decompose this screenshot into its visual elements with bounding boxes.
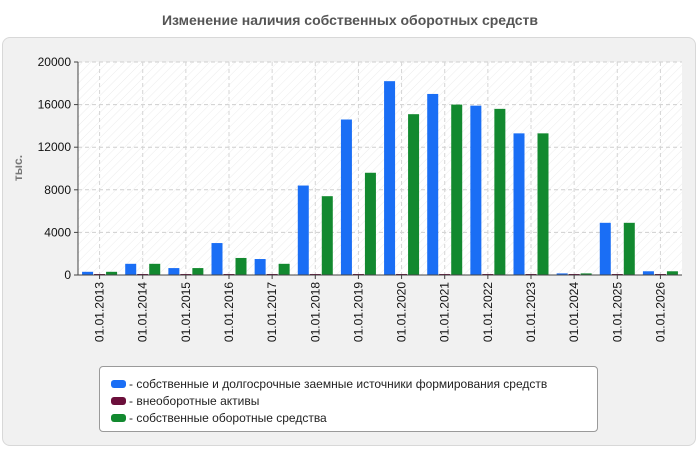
- bar-sources: [168, 268, 180, 275]
- axes: [74, 61, 682, 279]
- x-tick-label: 01.01.2024: [567, 282, 581, 342]
- bar-working-capital: [408, 114, 420, 275]
- bar-sources: [384, 81, 396, 275]
- y-tick-label: 8000: [44, 183, 71, 197]
- x-tick-labels: 01.01.2013 01.01.2014 01.01.2015 01.01.2016…: [93, 282, 668, 342]
- bar-sources: [340, 119, 352, 275]
- grid-lines: [78, 61, 682, 275]
- x-tick-label: 01.01.2013: [93, 282, 107, 342]
- bar-working-capital: [580, 273, 592, 275]
- plot-area-hatching: [78, 62, 682, 275]
- bars: [82, 81, 678, 275]
- bar-sources: [82, 271, 94, 275]
- x-tick-label: 01.01.2015: [179, 282, 193, 342]
- y-tick-label: 16000: [38, 98, 72, 112]
- bar-working-capital: [623, 222, 635, 275]
- legend-item-sources: - собственные и долгосрочные заемные ист…: [111, 375, 597, 392]
- chart-title: Изменение наличия собственных оборотных …: [161, 12, 539, 28]
- bar-working-capital: [149, 263, 161, 275]
- bar-working-capital: [192, 268, 204, 275]
- bar-working-capital: [537, 133, 549, 275]
- x-tick-label: 01.01.2017: [265, 282, 279, 342]
- y-axis-label: тыс.: [11, 155, 25, 181]
- x-tick-label: 01.01.2023: [524, 282, 538, 342]
- legend-swatch-noncurrent-assets: [111, 396, 126, 405]
- bar-working-capital: [278, 263, 290, 275]
- legend-item-noncurrent-assets: - внеоборотные активы: [111, 392, 597, 409]
- bar-working-capital: [106, 271, 118, 275]
- legend-swatch-working-capital: [111, 413, 126, 422]
- bar-working-capital: [666, 271, 678, 275]
- legend-item-working-capital: - собственные оборотные средства: [111, 409, 597, 426]
- legend-label-sources: - собственные и долгосрочные заемные ист…: [129, 376, 548, 391]
- x-tick-label: 01.01.2019: [351, 282, 365, 342]
- legend-label-noncurrent-assets: - внеоборотные активы: [129, 393, 260, 408]
- bar-sources: [470, 105, 482, 275]
- x-tick-label: 01.01.2025: [610, 282, 624, 342]
- x-tick-label: 01.01.2022: [481, 282, 495, 342]
- bar-sources: [556, 273, 568, 275]
- x-tick-label: 01.01.2016: [222, 282, 236, 342]
- bar-sources: [125, 263, 137, 275]
- y-tick-label: 0: [64, 268, 71, 282]
- bar-sources: [642, 271, 654, 275]
- bar-working-capital: [235, 257, 247, 275]
- y-tick-label: 4000: [44, 225, 71, 239]
- bar-working-capital: [321, 196, 333, 275]
- bar-sources: [513, 133, 525, 275]
- x-tick-label: 01.01.2014: [136, 282, 150, 342]
- x-tick-label: 01.01.2026: [653, 282, 667, 342]
- y-tick-label: 12000: [38, 140, 72, 154]
- y-tick-labels: 0 4000 8000 12000 16000 20000: [38, 55, 72, 282]
- bar-sources: [297, 185, 309, 275]
- x-tick-label: 01.01.2021: [438, 282, 452, 342]
- x-tick-label: 01.01.2018: [308, 282, 322, 342]
- y-tick-label: 20000: [38, 55, 72, 69]
- bar-sources: [427, 93, 439, 275]
- x-tick-label: 01.01.2020: [395, 282, 409, 342]
- bar-sources: [211, 243, 223, 275]
- legend: - собственные и долгосрочные заемные ист…: [99, 366, 598, 432]
- bar-sources: [599, 222, 611, 275]
- bar-working-capital: [364, 172, 376, 275]
- bar-sources: [254, 259, 266, 275]
- bar-working-capital: [451, 104, 463, 275]
- bar-working-capital: [494, 108, 506, 275]
- legend-label-working-capital: - собственные оборотные средства: [129, 410, 327, 425]
- legend-swatch-sources: [111, 379, 126, 388]
